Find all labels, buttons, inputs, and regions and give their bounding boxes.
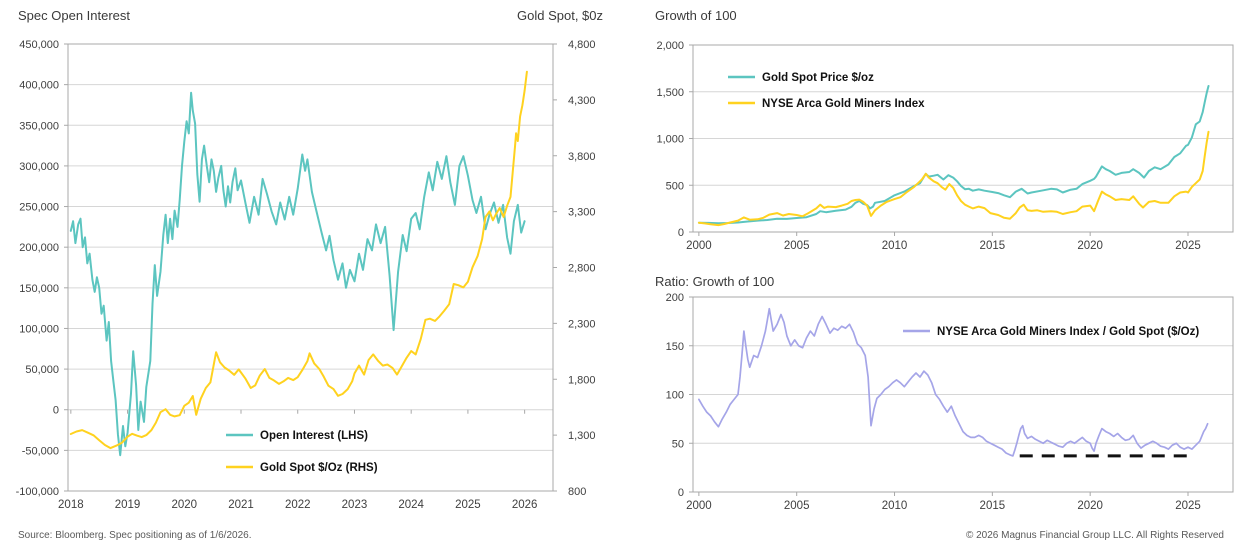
x-tick-label: 2000 — [686, 500, 712, 512]
x-tick-label: 2023 — [342, 499, 368, 511]
legend-bg — [723, 94, 953, 112]
x-tick-label: 2018 — [58, 499, 84, 511]
y-tick-label: -50,000 — [22, 445, 59, 457]
spec-open-interest-chart: 2018 2019 2020 2021 2022 2023 2024 2025 2026 450,… — [16, 39, 596, 511]
left-chart-right-axis-title: Gold Spot, $0z — [517, 8, 603, 23]
left-chart-title: Spec Open Interest — [18, 8, 131, 23]
y-tick-label: 100 — [666, 390, 684, 402]
y-tick-label: 150 — [666, 341, 684, 353]
series-open-interest-lhs — [69, 91, 526, 457]
x-tick-label: 2005 — [784, 500, 810, 512]
x-tick-label: 2020 — [1077, 500, 1103, 512]
x-tick-label: 2025 — [455, 499, 481, 511]
x-tick-label: 2015 — [980, 240, 1006, 252]
series-gold-spot-rhs — [69, 70, 528, 450]
y-tick-label: 350,000 — [19, 120, 59, 132]
y-tick-label: 0 — [53, 405, 59, 417]
y-tick-label: 500 — [666, 180, 684, 192]
y-tick-label: 50 — [672, 438, 684, 450]
y2-tick-label: 1,800 — [568, 374, 596, 386]
y-tick-label: 0 — [678, 487, 684, 499]
x-tick-label: 2021 — [228, 499, 254, 511]
y2-tick-label: 3,800 — [568, 151, 596, 163]
x-tick-label: 2005 — [784, 240, 810, 252]
legend-bg — [723, 68, 903, 86]
x-tick-label: 2010 — [882, 500, 908, 512]
y-tick-label: 250,000 — [19, 202, 59, 214]
legend-label: Gold Spot $/Oz (RHS) — [260, 462, 378, 474]
y-tick-label: 1,000 — [656, 134, 684, 146]
y-tick-label: -100,000 — [16, 486, 59, 498]
legend-bg — [221, 458, 411, 476]
x-tick-label: 2024 — [398, 499, 424, 511]
plot-border — [692, 296, 1234, 493]
y2-tick-label: 3,300 — [568, 207, 596, 219]
x-tick-label: 2026 — [512, 499, 538, 511]
y-tick-label: 300,000 — [19, 161, 59, 173]
series-gdm-growth — [697, 130, 1210, 227]
y-tick-label: 100,000 — [19, 323, 59, 335]
legend-label: Gold Spot Price $/oz — [762, 72, 874, 84]
x-tick-label: 2022 — [285, 499, 311, 511]
y-tick-label: 400,000 — [19, 80, 59, 92]
y2-tick-label: 2,300 — [568, 318, 596, 330]
x-tick-label: 2000 — [686, 240, 712, 252]
legend-label: NYSE Arca Gold Miners Index — [762, 98, 925, 110]
growth-of-100-chart: 2000 2005 2010 2015 2020 2025 2,000 1,500 1,000 5… — [656, 40, 1234, 252]
legend-bg — [221, 426, 399, 444]
x-tick-label: 2019 — [115, 499, 141, 511]
x-tick-label: 2020 — [171, 499, 197, 511]
x-tick-label: 2015 — [980, 500, 1006, 512]
plot-border — [67, 43, 554, 492]
y-tick-label: 1,500 — [656, 87, 684, 99]
y2-tick-label: 1,300 — [568, 430, 596, 442]
series-gold-spot-growth — [697, 85, 1210, 225]
y2-tick-label: 2,800 — [568, 263, 596, 275]
copyright-note: © 2026 Magnus Financial Group LLC. All R… — [965, 530, 1224, 541]
y-tick-label: 150,000 — [19, 283, 59, 295]
y2-tick-label: 4,300 — [568, 95, 596, 107]
legend-label: Open Interest (LHS) — [260, 430, 368, 442]
y-tick-label: 2,000 — [656, 40, 684, 52]
x-tick-label: 2025 — [1175, 500, 1201, 512]
legend-label: NYSE Arca Gold Miners Index / Gold Spot … — [937, 326, 1199, 338]
x-tick-label: 2010 — [882, 240, 908, 252]
y-tick-label: 50,000 — [25, 364, 59, 376]
y2-tick-label: 800 — [568, 486, 586, 498]
x-tick-label: 2020 — [1077, 240, 1103, 252]
y-tick-label: 0 — [678, 227, 684, 239]
ratio-chart-title: Ratio: Growth of 100 — [655, 274, 775, 289]
series-gdm-gold-ratio — [698, 307, 1209, 457]
y2-tick-label: 4,800 — [568, 39, 596, 51]
growth-chart-title: Growth of 100 — [655, 8, 737, 23]
source-note: Source: Bloomberg. Spec positioning as o… — [18, 530, 252, 541]
y-tick-label: 200 — [666, 292, 684, 304]
legend-bg — [898, 322, 1228, 340]
x-tick-label: 2025 — [1175, 240, 1201, 252]
ratio-growth-chart: 2000 2005 2010 2015 2020 2025 200 150 100 50 0 NYSE… — [666, 292, 1234, 512]
plot-border — [692, 44, 1234, 233]
y-tick-label: 200,000 — [19, 242, 59, 254]
y-tick-label: 450,000 — [19, 39, 59, 51]
